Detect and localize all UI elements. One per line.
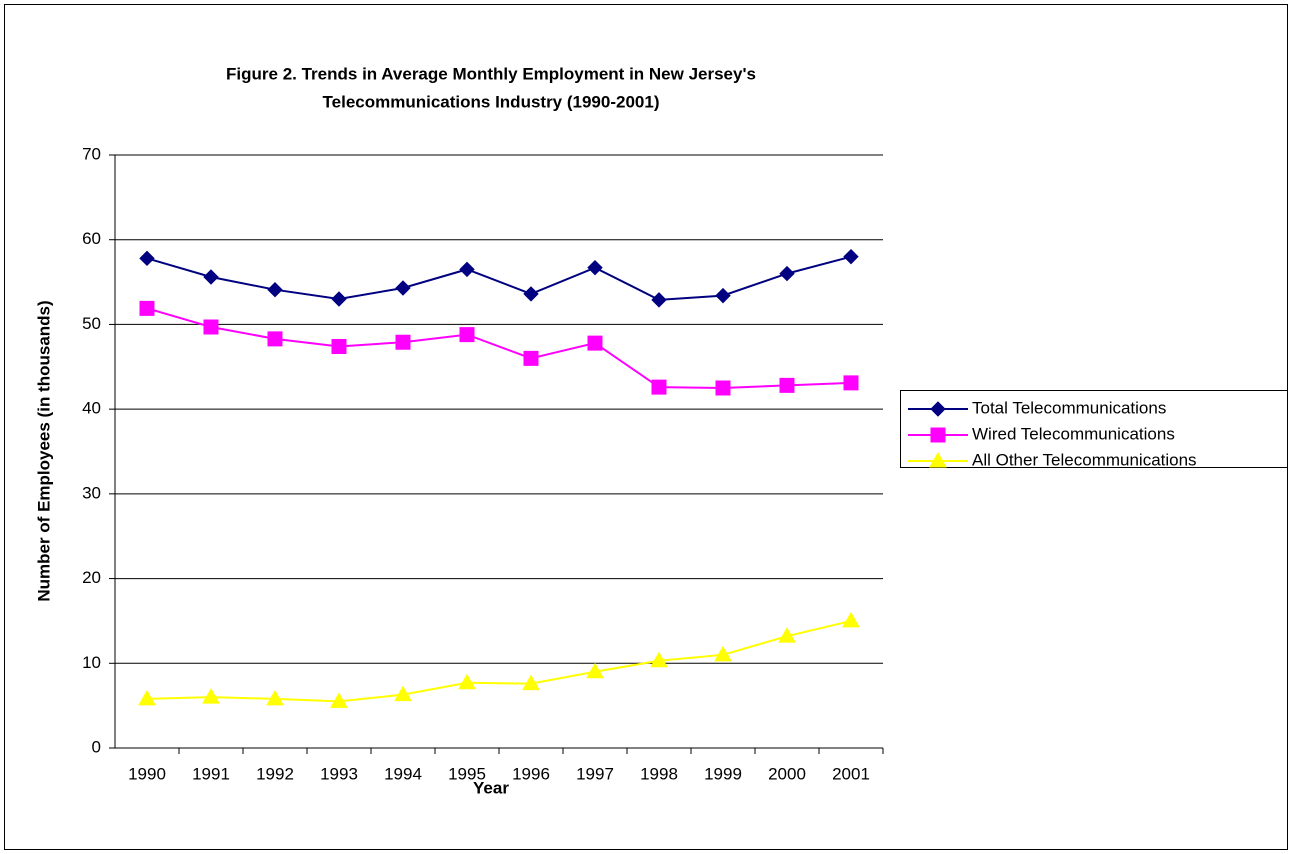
legend-label: Wired Telecommunications [972, 424, 1175, 443]
data-point [267, 331, 283, 347]
data-point [587, 259, 603, 276]
legend-marker [929, 451, 947, 468]
data-point [523, 286, 539, 302]
y-tick-label: 10 [82, 653, 101, 672]
data-point [715, 287, 731, 304]
data-point [139, 250, 155, 267]
data-point [139, 300, 155, 316]
x-tick-label: 2000 [768, 764, 806, 783]
data-point [394, 685, 412, 702]
x-tick-label: 1993 [320, 764, 358, 783]
data-point [842, 611, 860, 628]
data-point [779, 265, 795, 282]
data-point [331, 338, 347, 354]
data-point [651, 379, 667, 395]
data-point [267, 281, 283, 298]
y-axis-label: Number of Employees (in thousands) [34, 300, 53, 601]
data-point [843, 375, 859, 391]
data-point [395, 280, 411, 296]
data-point [459, 261, 475, 278]
y-tick-label: 20 [82, 568, 101, 587]
data-point [522, 674, 540, 691]
legend [900, 390, 1288, 468]
data-point [779, 377, 795, 393]
x-tick-label: 1997 [576, 764, 614, 783]
legend-label: All Other Telecommunications [972, 450, 1197, 469]
data-point [395, 334, 411, 350]
y-tick-label: 0 [92, 737, 101, 756]
x-tick-label: 1992 [256, 764, 294, 783]
x-tick-label: 1995 [448, 764, 486, 783]
data-point [203, 269, 219, 285]
chart-title: Telecommunications Industry (1990-2001) [323, 92, 660, 111]
data-point [651, 292, 667, 308]
legend-marker [930, 427, 946, 443]
x-tick-label: 1999 [704, 764, 742, 783]
data-point [202, 688, 220, 704]
x-tick-label: 1998 [640, 764, 678, 783]
data-point [843, 248, 859, 265]
data-point [203, 319, 219, 335]
data-point [715, 380, 731, 396]
chart-title: Figure 2. Trends in Average Monthly Empl… [226, 64, 756, 83]
data-point [523, 350, 539, 366]
y-tick-label: 60 [82, 229, 101, 248]
y-tick-label: 50 [82, 314, 101, 333]
series-line [146, 619, 852, 703]
data-point [714, 645, 732, 662]
legend-label: Total Telecommunications [972, 398, 1166, 417]
data-point [266, 689, 284, 706]
x-tick-label: 1994 [384, 764, 422, 783]
series-line [146, 255, 852, 301]
y-tick-label: 40 [82, 399, 101, 418]
data-point [331, 291, 347, 307]
legend-marker [930, 401, 946, 417]
data-point [650, 651, 668, 668]
x-tick-label: 2001 [832, 764, 870, 783]
x-tick-label: 1991 [192, 764, 230, 783]
data-point [459, 327, 475, 343]
data-point [458, 673, 476, 690]
x-tick-label: 1996 [512, 764, 550, 783]
data-point [778, 627, 796, 643]
x-tick-label: 1990 [128, 764, 166, 783]
data-point [587, 335, 603, 351]
x-axis-label: Year [473, 778, 509, 797]
data-point [138, 689, 156, 706]
data-point [330, 692, 348, 708]
y-tick-label: 70 [82, 144, 101, 163]
data-point [586, 662, 604, 679]
y-tick-label: 30 [82, 483, 101, 502]
series-line [146, 307, 852, 389]
